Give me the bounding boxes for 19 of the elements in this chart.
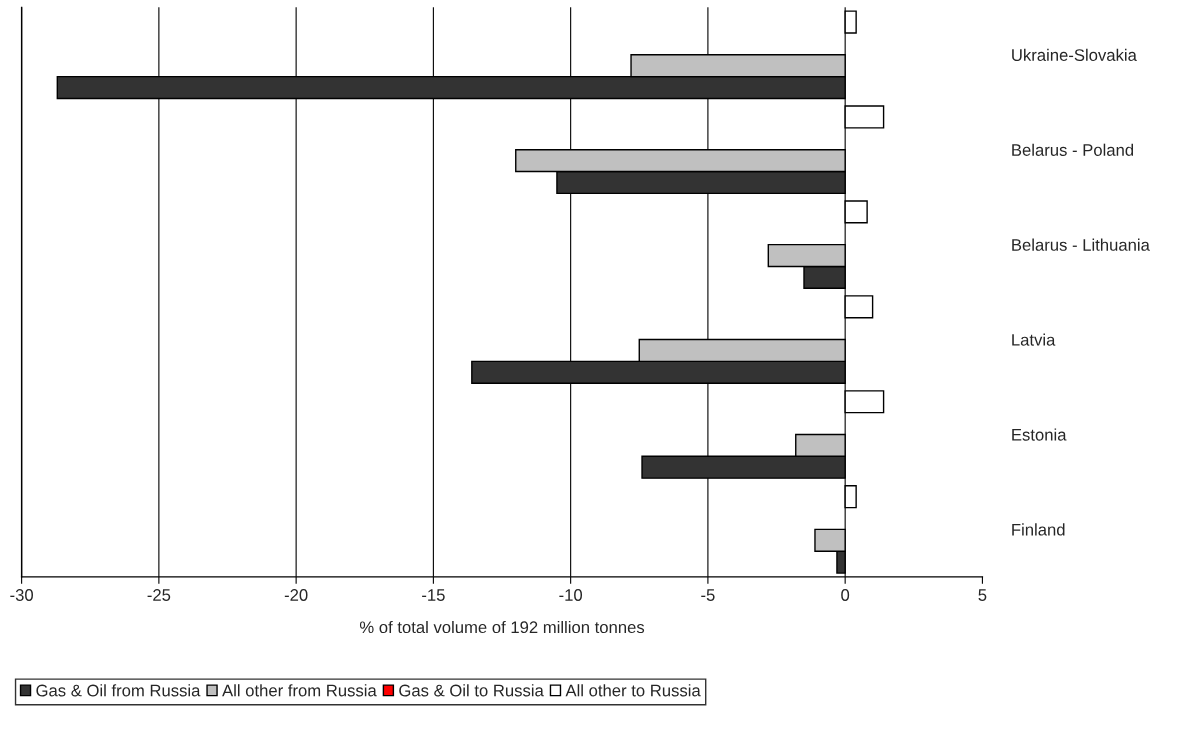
y-tick-label: Ukraine-Slovakia [1012, 48, 1137, 61]
legend-label: All other from Russia [222, 684, 377, 697]
legend-label: All other to Russia [565, 684, 701, 697]
x-tick-label: -20 [284, 589, 308, 601]
legend-label: Gas & Oil to Russia [399, 684, 544, 697]
legend-label: Gas & Oil from Russia [36, 684, 201, 697]
y-tick-label: Latvia [1012, 333, 1056, 346]
y-tick-label: Belarus - Lithuania [1012, 238, 1150, 251]
x-axis-title: % of total volume of 192 million tonnes [359, 620, 645, 634]
x-tick-label: -30 [10, 589, 34, 601]
x-tick-label: -10 [559, 589, 583, 601]
y-tick-label: Estonia [1012, 428, 1067, 441]
x-tick-label: 5 [978, 589, 987, 601]
y-tick-label: Belarus - Poland [1012, 143, 1134, 156]
x-tick-label: -5 [701, 589, 715, 601]
x-tick-label: -25 [147, 589, 171, 601]
x-tick-label: 0 [841, 589, 850, 601]
x-tick-label: -15 [422, 589, 445, 601]
y-tick-label: Finland [1012, 523, 1065, 536]
